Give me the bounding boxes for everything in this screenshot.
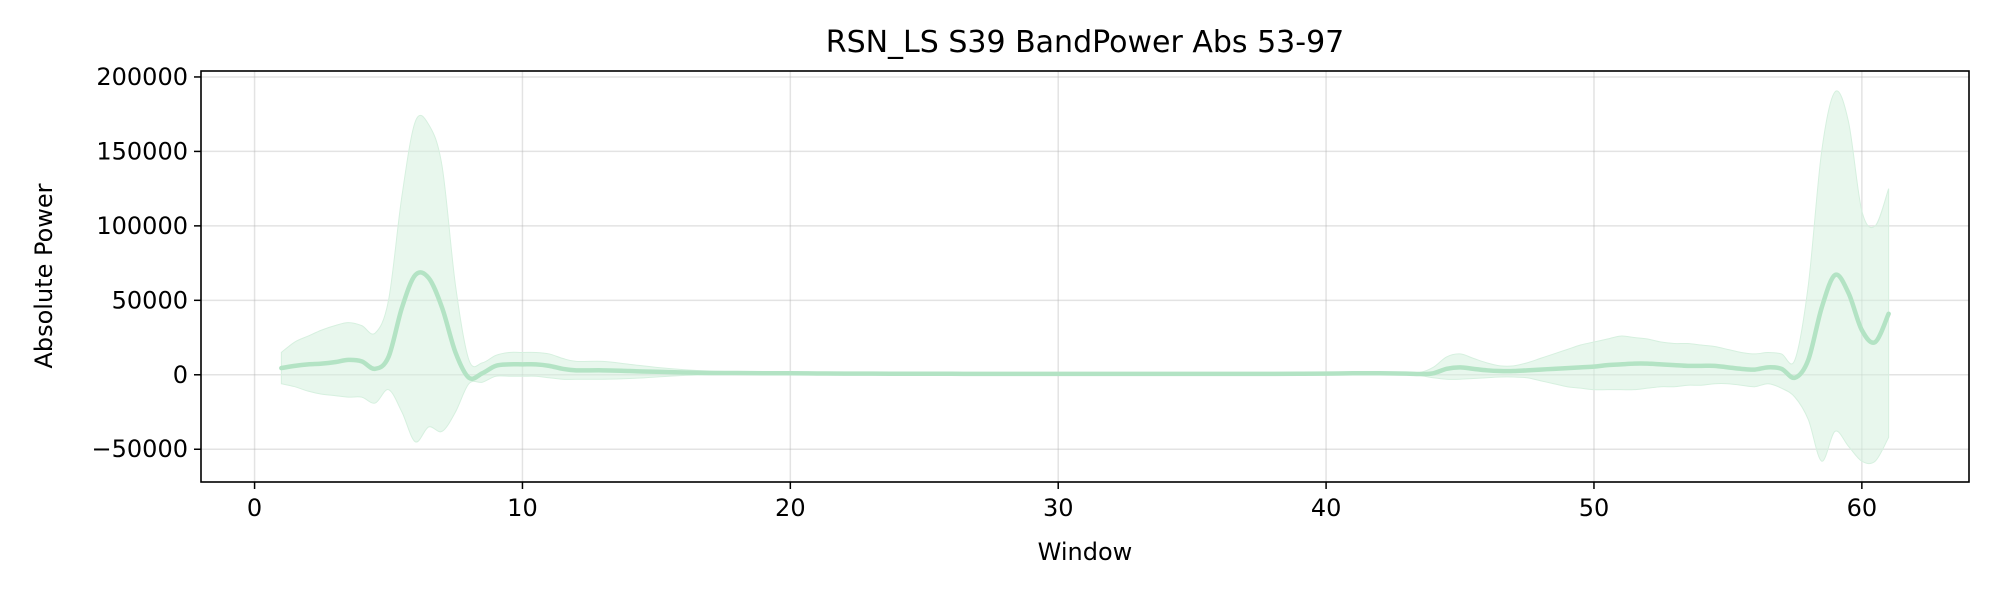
y-tick-label: 150000 — [96, 137, 188, 165]
y-tick-label: 50000 — [112, 286, 188, 314]
x-tick-label: 40 — [1311, 494, 1342, 522]
y-tick-label: −50000 — [92, 435, 188, 463]
y-tick-label: 200000 — [96, 63, 188, 91]
x-axis-ticks: 0 10 20 30 40 50 60 — [247, 482, 1877, 522]
x-tick-label: 20 — [775, 494, 806, 522]
x-tick-label: 10 — [507, 494, 538, 522]
grid — [201, 71, 1969, 482]
y-axis-ticks: −50000 0 50000 100000 150000 200000 — [92, 63, 201, 463]
x-tick-label: 50 — [1579, 494, 1610, 522]
mean-line — [279, 270, 1891, 382]
x-tick-label: 30 — [1043, 494, 1074, 522]
chart-title: RSN_LS S39 BandPower Abs 53-97 — [826, 25, 1345, 60]
plot-frame — [200, 70, 1970, 483]
x-axis-label: Window — [1038, 538, 1133, 566]
y-tick-label: 100000 — [96, 212, 188, 240]
x-tick-label: 60 — [1847, 494, 1878, 522]
x-tick-label: 0 — [247, 494, 262, 522]
y-tick-label: 0 — [173, 361, 188, 389]
y-axis-label: Absolute Power — [30, 183, 58, 368]
mean-line-layer — [279, 270, 1891, 382]
